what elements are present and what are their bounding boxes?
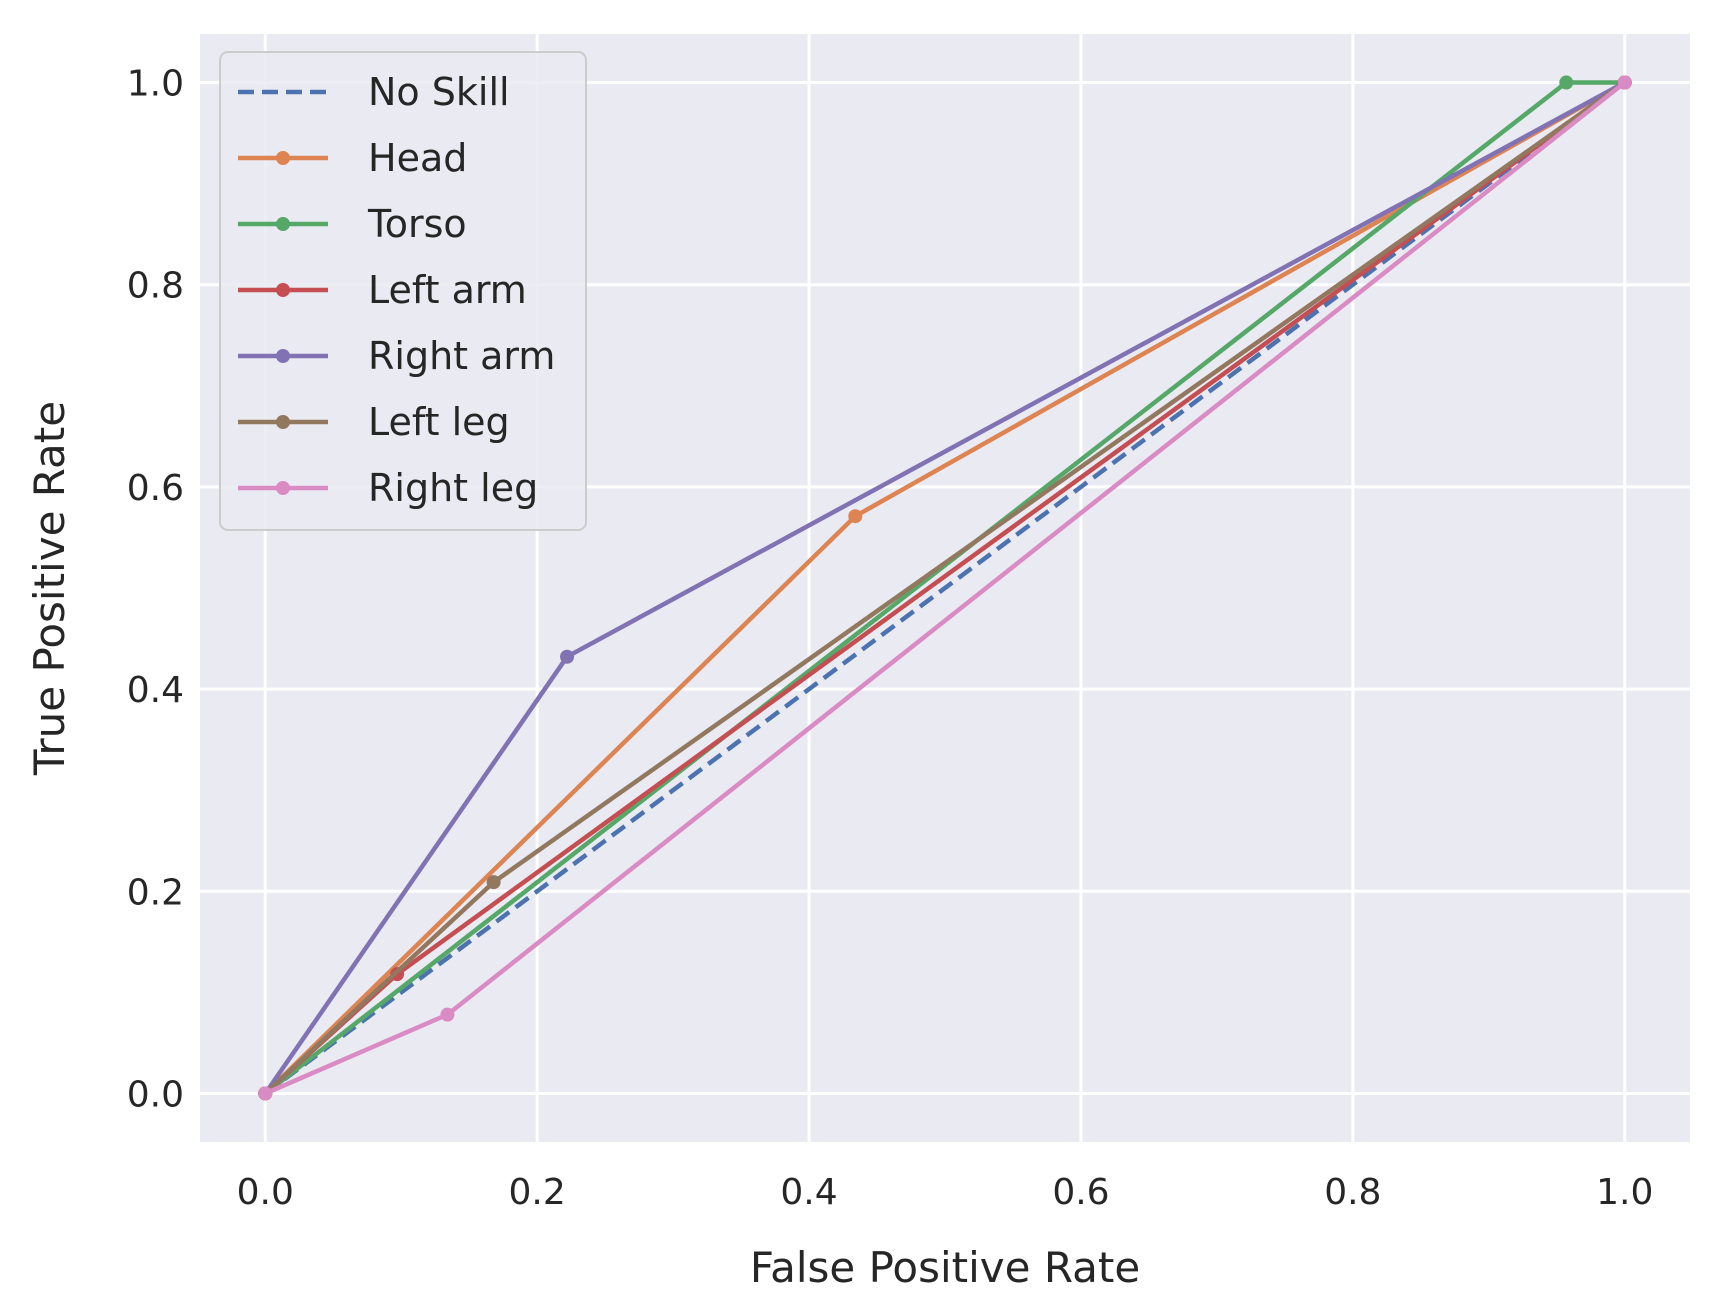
legend-item: Right arm xyxy=(238,334,555,378)
grid-lines xyxy=(200,34,1690,1142)
data-point xyxy=(848,509,863,524)
series-no-skill xyxy=(263,80,1627,1096)
legend-label: Right arm xyxy=(368,334,555,378)
y-tick-label: 0.0 xyxy=(127,1074,184,1115)
y-tick-label: 0.6 xyxy=(127,468,184,509)
legend: No Skill Head Torso Left arm Right arm Left l… xyxy=(219,51,587,531)
legend-marker xyxy=(276,283,290,297)
y-tick-label: 1.0 xyxy=(127,64,184,105)
legend-marker xyxy=(276,349,290,363)
y-tick-label: 0.2 xyxy=(127,872,184,913)
x-tick-label: 0.4 xyxy=(780,1172,837,1213)
x-axis-label: False Positive Rate xyxy=(750,1243,1140,1292)
legend-label: Right leg xyxy=(368,466,538,510)
y-tick-label: 0.8 xyxy=(127,266,184,307)
data-point xyxy=(1617,75,1632,90)
series-lines xyxy=(258,75,1632,1101)
legend-label: Torso xyxy=(367,202,467,246)
data-point xyxy=(1559,75,1574,90)
series-line xyxy=(263,80,1627,1096)
data-point xyxy=(486,875,501,890)
legend-item: Left leg xyxy=(238,400,510,444)
y-tick-label: 0.4 xyxy=(127,670,184,711)
x-tick-label: 0.8 xyxy=(1324,1172,1381,1213)
data-point xyxy=(440,1007,455,1022)
data-point xyxy=(560,649,575,664)
legend-label: Head xyxy=(368,136,467,180)
series-right-leg xyxy=(258,75,1632,1101)
legend-item: Right leg xyxy=(238,466,538,510)
legend-marker xyxy=(276,151,290,165)
data-point xyxy=(258,1086,273,1101)
legend-item: No Skill xyxy=(238,70,510,114)
x-tick-label: 0.6 xyxy=(1052,1172,1109,1213)
legend-marker xyxy=(276,217,290,231)
legend-item: Torso xyxy=(238,202,467,246)
x-tick-label: 0.2 xyxy=(509,1172,566,1213)
legend-label: No Skill xyxy=(368,70,510,114)
legend-label: Left arm xyxy=(368,268,527,312)
legend-item: Left arm xyxy=(238,268,527,312)
legend-item: Head xyxy=(238,136,467,180)
x-tick-label: 0.0 xyxy=(237,1172,294,1213)
y-tick-labels: 0.0 0.2 0.4 0.6 0.8 1.0 xyxy=(127,64,184,1116)
y-axis-label: True Positive Rate xyxy=(25,401,74,776)
x-tick-label: 1.0 xyxy=(1596,1172,1653,1213)
legend-box xyxy=(219,51,587,531)
legend-marker xyxy=(276,481,290,495)
legend-label: Left leg xyxy=(368,400,510,444)
x-tick-labels: 0.0 0.2 0.4 0.6 0.8 1.0 xyxy=(237,1172,1654,1213)
legend-marker xyxy=(276,415,290,429)
